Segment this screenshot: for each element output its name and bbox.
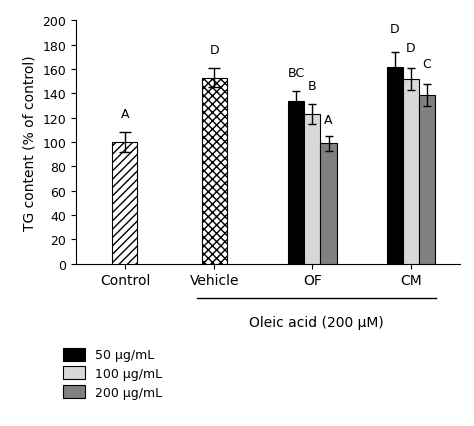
Text: B: B — [308, 80, 317, 93]
Bar — [320, 144, 337, 264]
Bar — [288, 101, 304, 264]
Text: D: D — [210, 43, 219, 57]
Y-axis label: TG content (% of control): TG content (% of control) — [23, 55, 36, 230]
Bar — [112, 143, 137, 264]
Bar — [402, 80, 419, 264]
Text: D: D — [406, 42, 416, 55]
Text: A: A — [324, 114, 333, 127]
Bar — [419, 95, 435, 264]
Bar — [304, 115, 320, 264]
Text: D: D — [390, 23, 400, 36]
Text: Oleic acid (200 μM): Oleic acid (200 μM) — [249, 315, 384, 329]
Text: BC: BC — [288, 66, 305, 80]
Legend: 50 μg/mL, 100 μg/mL, 200 μg/mL: 50 μg/mL, 100 μg/mL, 200 μg/mL — [63, 348, 163, 399]
Bar — [202, 78, 227, 264]
Text: A: A — [121, 108, 129, 121]
Text: C: C — [422, 58, 431, 71]
Bar — [387, 67, 402, 264]
